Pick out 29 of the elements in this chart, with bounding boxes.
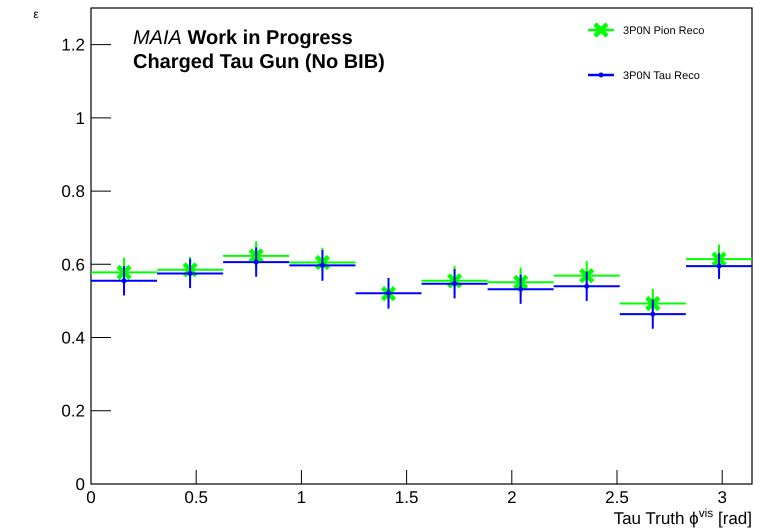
y-tick-label: 0 [76,474,85,494]
point [716,264,722,269]
point [380,285,397,302]
point [584,284,590,289]
x-tick-label: 1 [296,488,306,507]
x-tick-label: 2 [507,488,517,507]
point [518,286,524,292]
point [452,281,458,286]
legend-label: 3P0N Pion Reco [623,24,704,37]
y-tick-label: 1.2 [61,36,85,55]
y-tick-label: 1 [76,108,85,128]
y-axis-title: ε [33,7,40,21]
x-tick-label: 3 [717,488,727,507]
y-tick-label: 0.4 [61,328,85,348]
text: MAIA Work in Progress [133,27,353,49]
x-tick-label: 2.5 [605,488,629,507]
point [650,312,656,317]
y-tick-label: 0.6 [61,255,85,274]
point [188,270,193,276]
y-tick-label: 0.8 [61,182,85,202]
point [122,278,127,284]
x-tick-label: 0.5 [184,488,208,507]
x-axis-title: Tau Truth ϕ$^{vis}$ [rad] [614,506,752,528]
point [254,260,259,265]
x-tick-label: 1.5 [394,488,418,507]
point [320,262,325,268]
text: Charged Tau Gun (No BIB) [133,51,385,73]
y-tick-label: 0.2 [61,402,85,421]
legend-label: 3P0N Tau Reco [623,70,700,82]
